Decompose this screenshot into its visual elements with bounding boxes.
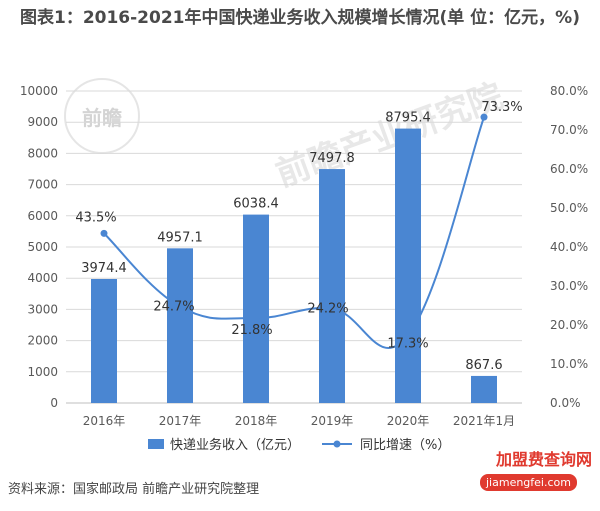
bar [319, 169, 345, 403]
y-left-tick-label: 7000 [27, 178, 58, 192]
bar-data-label: 867.6 [465, 358, 502, 373]
x-tick-label: 2020年 [387, 414, 430, 428]
bar [91, 278, 117, 403]
bar-data-label: 6038.4 [233, 197, 279, 212]
y-left-tick-label: 10000 [20, 84, 58, 98]
line-data-label: 17.3% [387, 337, 428, 352]
watermark-badge: 加盟费查询网 [496, 450, 593, 469]
legend-bar-swatch [148, 439, 164, 449]
y-left-tick-label: 0 [50, 396, 58, 410]
y-right-tick-label: 60.0% [550, 162, 588, 176]
y-left-tick-label: 8000 [27, 146, 58, 160]
bar-series: 3974.4 4957.1 6038.4 7497.8 8795.4 867.6 [81, 111, 503, 403]
y-right-tick-label: 0.0% [550, 396, 581, 410]
y-left-tick-label: 1000 [27, 365, 58, 379]
chart: 0 1000 2000 3000 4000 5000 6000 7000 8000 9000 100… [20, 84, 588, 453]
y-right-tick-label: 80.0% [550, 84, 588, 98]
source-note: 资料来源：国家邮政局 前瞻产业研究院整理 [8, 482, 260, 497]
line-data-label: 24.7% [153, 300, 194, 315]
y-axis-left: 0 1000 2000 3000 4000 5000 6000 7000 8000 9000 100… [20, 84, 58, 410]
bar-data-label: 8795.4 [385, 111, 431, 126]
line-data-label: 43.5% [75, 210, 116, 225]
line-point [100, 229, 108, 237]
line-data-label: 73.3% [481, 100, 522, 115]
y-right-tick-label: 10.0% [550, 357, 588, 371]
x-tick-label: 2019年 [311, 414, 354, 428]
bar-data-label: 3974.4 [81, 261, 127, 276]
y-right-tick-label: 20.0% [550, 318, 588, 332]
line-point [176, 303, 184, 311]
line-point [404, 332, 412, 340]
bar-data-label: 7497.8 [309, 151, 355, 166]
y-right-tick-label: 40.0% [550, 240, 588, 254]
grid [66, 90, 522, 404]
x-axis: 2016年 2017年 2018年 2019年 2020年 2021年1月 [66, 402, 522, 428]
x-tick-label: 2017年 [159, 414, 202, 428]
line-data-label: 21.8% [231, 323, 272, 338]
y-right-tick-label: 50.0% [550, 201, 588, 215]
bar-data-label: 4957.1 [157, 230, 203, 245]
y-left-tick-label: 5000 [27, 240, 58, 254]
line-point [252, 314, 260, 322]
y-left-tick-label: 3000 [27, 302, 58, 316]
y-left-tick-label: 6000 [27, 209, 58, 223]
growth-line [103, 116, 485, 349]
line-point [480, 113, 488, 121]
line-data-label: 24.2% [307, 302, 348, 317]
y-right-tick-label: 30.0% [550, 279, 588, 293]
bar [167, 248, 193, 403]
bar [395, 128, 421, 403]
line-point [328, 305, 336, 313]
bar [471, 375, 497, 403]
bar [243, 214, 269, 403]
line-series: 43.5% 24.7% 21.8% 24.2% 17.3% 73.3% [75, 100, 522, 351]
legend-bar-label: 快递业务收入（亿元） [170, 437, 300, 453]
legend: 快递业务收入（亿元） 同比增速（%） [148, 437, 450, 453]
x-tick-label: 2018年 [235, 414, 278, 428]
y-axis-right: 0.0% 10.0% 20.0% 30.0% 40.0% 50.0% 60.0% 70.0% 8… [550, 84, 588, 410]
y-right-tick-label: 70.0% [550, 123, 588, 137]
watermark-url: jiamengfei.com [480, 474, 577, 491]
y-left-tick-label: 2000 [27, 334, 58, 348]
x-tick-label: 2016年 [83, 414, 126, 428]
legend-line-marker [333, 440, 341, 448]
y-left-tick-label: 9000 [27, 115, 58, 129]
x-tick-label: 2021年1月 [453, 414, 515, 428]
y-left-tick-label: 4000 [27, 271, 58, 285]
legend-line-label: 同比增速（%） [360, 438, 450, 453]
chart-title: 图表1：2016-2021年中国快递业务收入规模增长情况(单 位：亿元，%) [19, 8, 580, 28]
